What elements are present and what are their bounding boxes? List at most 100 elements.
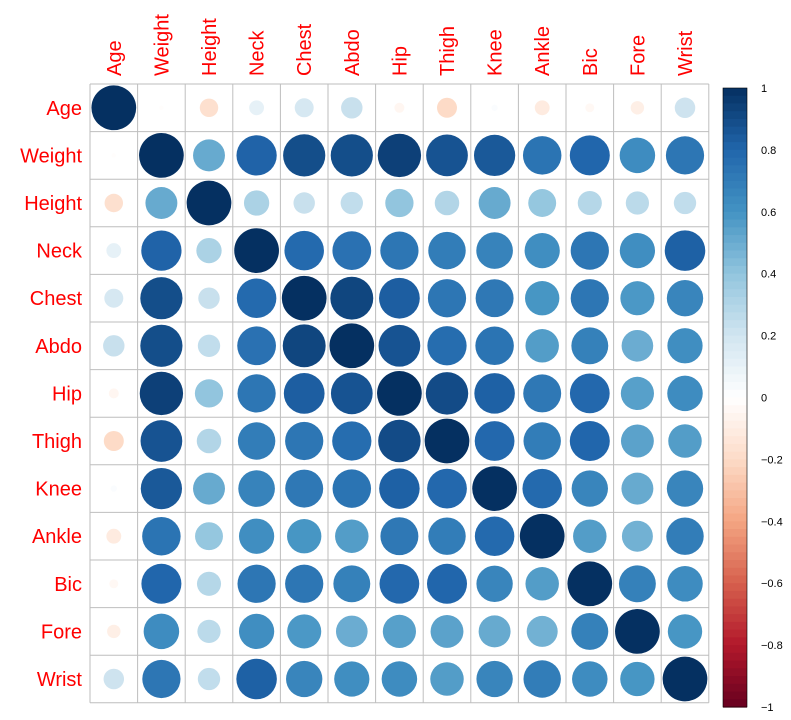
correlation-circle-weight-age: [111, 153, 117, 158]
correlation-circle-ankle-knee: [474, 516, 515, 556]
row-label-age: Age: [46, 98, 82, 120]
colorbar-segment: [723, 227, 747, 236]
correlation-circle-age-ankle: [534, 100, 550, 116]
correlation-circle-knee-neck: [238, 470, 275, 507]
correlation-circle-fore-chest: [287, 614, 322, 649]
correlation-circle-age-hip: [394, 102, 405, 113]
correlation-circle-fore-height: [197, 619, 221, 644]
colorbar-segment: [723, 583, 747, 592]
correlation-circle-age-height: [199, 98, 219, 118]
colorbar-segment: [723, 204, 747, 213]
correlation-circle-age-abdo: [341, 97, 363, 119]
colorbar-segment: [723, 505, 747, 515]
colorbar-segment: [723, 397, 747, 406]
correlation-circle-knee-knee: [472, 466, 517, 511]
correlation-circle-ankle-fore: [621, 520, 653, 552]
colorbar-segment: [723, 645, 747, 654]
row-label-wrist: Wrist: [37, 669, 83, 691]
correlation-circle-thigh-neck: [237, 422, 276, 460]
correlation-circle-ankle-weight: [142, 516, 181, 556]
colorbar-segment: [723, 157, 747, 166]
colorbar-segment: [723, 265, 747, 275]
correlation-circle-wrist-knee: [476, 660, 513, 698]
correlation-circle-bic-abdo: [333, 565, 371, 603]
correlation-circle-neck-ankle: [524, 232, 560, 269]
correlation-circle-wrist-wrist: [662, 656, 708, 702]
correlation-circle-height-abdo: [340, 191, 363, 215]
colorbar-segment: [723, 320, 747, 329]
correlation-circle-fore-ankle: [526, 615, 558, 647]
colorbar-segment: [723, 296, 747, 306]
row-label-fore: Fore: [41, 621, 82, 643]
correlation-circle-fore-thigh: [430, 614, 464, 648]
correlation-circle-bic-bic: [567, 561, 613, 607]
correlation-circle-hip-weight: [139, 371, 184, 416]
correlation-circle-abdo-abdo: [329, 323, 375, 369]
colorbar-tick-label: 0.2: [761, 331, 776, 343]
correlation-circle-hip-abdo: [330, 372, 373, 415]
row-label-ankle: Ankle: [32, 526, 82, 548]
correlation-circle-bic-chest: [285, 564, 324, 603]
colorbar-segment: [723, 691, 747, 700]
correlation-circle-weight-weight: [139, 133, 184, 178]
correlation-circle-ankle-age: [106, 528, 122, 544]
colorbar-segment: [723, 118, 747, 128]
correlation-circle-weight-wrist: [665, 136, 705, 175]
column-label-weight: Weight: [151, 14, 173, 76]
correlation-circle-weight-hip: [377, 133, 422, 178]
colorbar-segment: [723, 258, 747, 267]
colorbar-segment: [723, 598, 747, 608]
column-label-wrist: Wrist: [675, 30, 697, 76]
correlation-circle-ankle-hip: [380, 517, 419, 556]
correlation-circle-hip-neck: [237, 374, 276, 413]
correlation-circle-chest-hip: [379, 277, 420, 319]
colorbar-segment: [723, 451, 747, 460]
correlation-circle-knee-fore: [621, 472, 654, 505]
correlation-circle-fore-knee: [478, 615, 511, 648]
colorbar-segment: [723, 219, 747, 228]
column-label-abdo: Abdo: [342, 29, 364, 76]
correlation-circle-height-chest: [293, 192, 315, 214]
correlation-circle-wrist-thigh: [430, 662, 464, 696]
correlation-circle-chest-age: [104, 288, 124, 308]
correlation-circle-height-ankle: [528, 189, 557, 217]
colorbar-segment: [723, 88, 747, 97]
correlation-circle-bic-weight: [141, 563, 182, 604]
correlation-circle-bic-age: [109, 579, 119, 589]
correlation-circle-weight-height: [193, 139, 225, 172]
colorbar-segment: [723, 343, 747, 352]
correlation-circle-neck-wrist: [664, 230, 706, 271]
correlation-circle-ankle-height: [195, 522, 223, 551]
correlation-circle-neck-abdo: [332, 231, 372, 270]
correlation-circle-ankle-bic: [573, 519, 607, 553]
correlation-circle-chest-height: [198, 287, 220, 309]
correlation-circle-chest-neck: [236, 278, 277, 318]
correlation-circle-wrist-ankle: [523, 660, 561, 698]
colorbar-segment: [723, 351, 747, 360]
correlation-circle-fore-hip: [382, 614, 416, 648]
correlation-circle-thigh-age: [103, 430, 124, 452]
colorbar-segment: [723, 544, 747, 553]
colorbar-frame: [722, 87, 748, 708]
colorbar-segment: [723, 529, 747, 538]
correlation-circle-abdo-neck: [237, 326, 276, 366]
column-label-knee: Knee: [485, 29, 507, 76]
colorbar-segment: [723, 289, 747, 298]
colorbar-tick-label: −0.4: [761, 516, 783, 528]
correlation-circle-hip-chest: [283, 373, 325, 414]
colorbar-segment: [723, 683, 747, 693]
correlation-circle-chest-thigh: [427, 279, 467, 318]
correlation-circle-wrist-weight: [142, 659, 181, 699]
row-label-abdo: Abdo: [35, 336, 82, 358]
correlation-circle-ankle-abdo: [335, 519, 369, 553]
correlation-circle-wrist-bic: [572, 661, 608, 697]
colorbar-segment: [723, 374, 747, 383]
correlation-circle-weight-neck: [236, 135, 277, 176]
colorbar-segment: [723, 559, 747, 569]
colorbar-segment: [723, 389, 747, 399]
colorbar-segment: [723, 676, 747, 685]
correlation-circle-chest-fore: [620, 281, 655, 316]
colorbar-segment: [723, 111, 747, 120]
correlation-circle-knee-height: [193, 472, 225, 505]
